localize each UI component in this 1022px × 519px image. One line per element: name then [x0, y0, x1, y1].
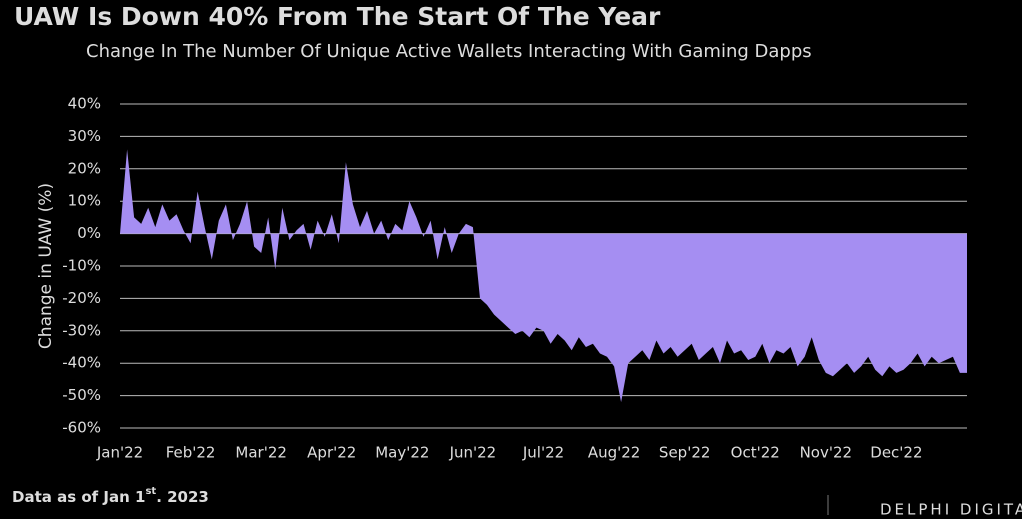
x-tick-label: Apr'22: [307, 444, 356, 462]
footnote: Data as of Jan 1st. 2023: [12, 486, 209, 506]
x-tick-label: Jan'22: [96, 444, 143, 462]
y-tick-label: -60%: [62, 419, 101, 437]
x-tick-label: Mar'22: [235, 444, 287, 462]
y-tick-label: -30%: [62, 321, 101, 339]
chart-title: UAW Is Down 40% From The Start Of The Ye…: [14, 2, 661, 31]
x-tick-label: Nov'22: [800, 444, 853, 462]
brand: DELPHI DIGITAL: [880, 501, 1022, 516]
y-tick-label: 20%: [68, 159, 101, 177]
y-tick-label: -20%: [62, 289, 101, 307]
x-tick-label: Aug'22: [588, 444, 641, 462]
y-tick-label: -50%: [62, 386, 101, 404]
footnote-text: Data as of Jan 1: [12, 488, 145, 506]
y-tick-label: -10%: [62, 257, 101, 275]
x-tick-label: Jun'22: [449, 444, 497, 462]
x-tick-label: Feb'22: [166, 444, 216, 462]
y-tick-label: 30%: [68, 127, 101, 145]
chart-subtitle: Change In The Number Of Unique Active Wa…: [86, 41, 812, 62]
x-tick-label: Jul'22: [522, 444, 564, 462]
footnote-sup: st: [145, 486, 156, 497]
x-tick-label: May'22: [375, 444, 429, 462]
y-tick-label: 10%: [68, 192, 101, 210]
area: [120, 149, 967, 403]
footnote-text: . 2023: [156, 488, 209, 506]
y-tick-label: 40%: [68, 95, 101, 113]
y-tick-label: -40%: [62, 354, 101, 372]
y-tick-label: 0%: [77, 224, 101, 242]
x-tick-label: Sep'22: [659, 444, 710, 462]
x-tick-label: Oct'22: [731, 444, 780, 462]
y-axis-label: Change in UAW (%): [36, 183, 56, 349]
x-tick-label: Dec'22: [870, 444, 922, 462]
